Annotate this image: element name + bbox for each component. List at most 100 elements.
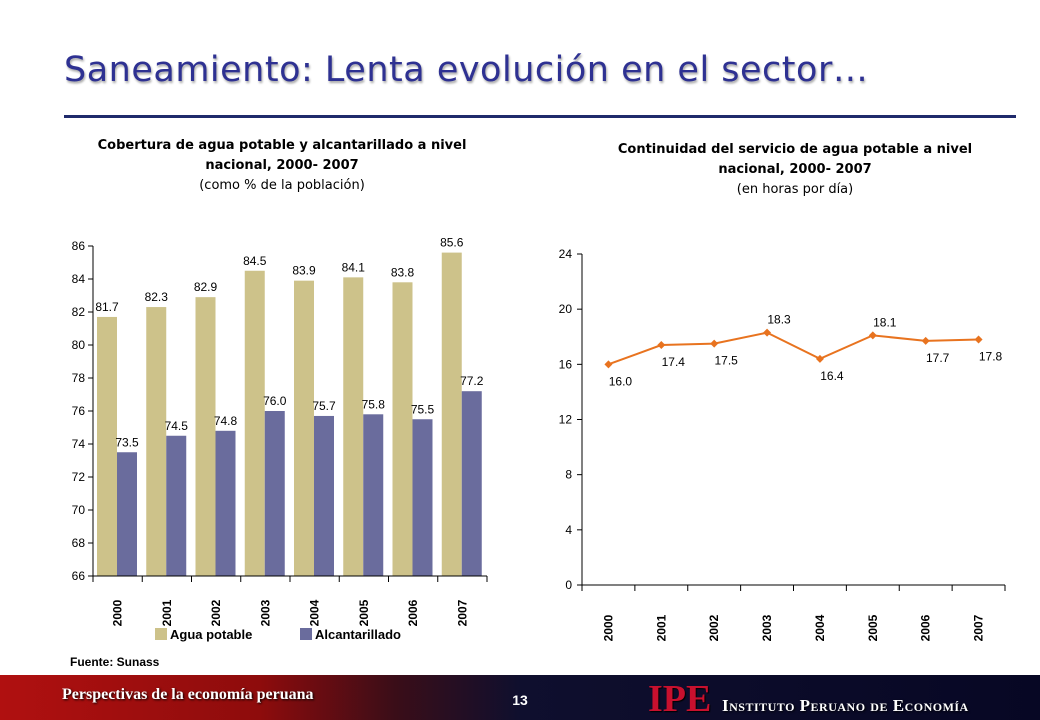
bar-data-label: 75.5 — [411, 402, 435, 416]
bar-agua — [294, 280, 314, 576]
legend-label-alcantarillado: Alcantarillado — [315, 627, 401, 642]
bar-data-label: 74.5 — [165, 419, 189, 433]
bar-data-label: 83.8 — [391, 265, 415, 279]
line-data-label: 16.0 — [609, 374, 633, 388]
line-data-label: 17.7 — [926, 351, 950, 365]
bar-agua — [343, 277, 364, 576]
bar-x-tick-label: 2002 — [209, 599, 223, 626]
bar-alcantarillado — [461, 391, 482, 576]
line-marker — [921, 336, 930, 345]
bar-y-tick-label: 74 — [72, 437, 86, 451]
line-x-tick-label: 2007 — [972, 614, 986, 641]
bar-y-tick-label: 86 — [72, 239, 86, 253]
bar-x-tick-label: 2007 — [455, 599, 469, 626]
bar-y-tick-label: 84 — [72, 272, 86, 286]
bar-alcantarillado — [363, 414, 384, 576]
line-x-tick-label: 2006 — [919, 614, 933, 641]
bar-y-tick-label: 66 — [72, 569, 86, 583]
bar-agua — [392, 282, 413, 576]
line-chart-heading: Continuidad del servicio de agua potable… — [590, 140, 1000, 200]
bar-data-label: 82.9 — [194, 280, 218, 294]
footer-publication: Perspectivas de la economía peruana — [62, 686, 314, 703]
bar-data-label: 77.2 — [460, 374, 484, 388]
line-x-tick-label: 2005 — [866, 614, 880, 641]
bar-chart-title: Cobertura de agua potable y alcantarilla… — [97, 138, 467, 173]
line-y-tick-label: 12 — [559, 413, 573, 427]
line-y-tick-label: 0 — [565, 578, 572, 592]
bar-chart-subtitle: (como % de la población) — [199, 178, 365, 193]
bar-alcantarillado — [166, 435, 187, 576]
footer-bar — [0, 675, 1040, 720]
bar-data-label: 81.7 — [95, 300, 119, 314]
bar-agua — [441, 252, 462, 576]
line-y-tick-label: 20 — [559, 302, 573, 316]
bar-y-tick-label: 80 — [72, 338, 86, 352]
bar-data-label: 76.0 — [263, 394, 287, 408]
bar-alcantarillado — [412, 419, 433, 576]
line-data-label: 17.5 — [715, 354, 739, 368]
organization-name: Instituto Peruano de Economía — [722, 696, 969, 715]
line-x-tick-label: 2002 — [707, 614, 721, 641]
bar-alcantarillado — [264, 411, 285, 576]
bar-y-tick-label: 72 — [72, 470, 86, 484]
line-y-tick-label: 16 — [559, 357, 573, 371]
bar-x-tick-label: 2003 — [258, 599, 272, 626]
bar-x-tick-label: 2000 — [111, 599, 125, 626]
line-y-tick-label: 4 — [565, 523, 572, 537]
slide-title: Saneamiento: Lenta evolución en el secto… — [64, 50, 869, 90]
bar-data-label: 85.6 — [440, 236, 464, 250]
legend-swatch-agua — [155, 628, 167, 640]
line-marker — [604, 360, 613, 369]
bar-y-tick-label: 70 — [72, 503, 86, 517]
bar-data-label: 75.8 — [362, 397, 386, 411]
bar-y-tick-label: 68 — [72, 536, 86, 550]
page-number: 13 — [512, 692, 528, 708]
bar-data-label: 84.1 — [342, 260, 366, 274]
legend-swatch-alcantarillado — [300, 628, 312, 640]
source-note: Fuente: Sunass — [70, 655, 160, 669]
bar-y-tick-label: 78 — [72, 371, 86, 385]
line-marker — [815, 354, 824, 363]
bar-data-label: 82.3 — [145, 290, 169, 304]
bar-x-tick-label: 2005 — [357, 599, 371, 626]
line-chart-title: Continuidad del servicio de agua potable… — [617, 142, 973, 177]
bar-data-label: 84.5 — [243, 254, 267, 268]
bar-data-label: 83.9 — [292, 264, 316, 278]
bar-data-label: 75.7 — [312, 399, 336, 413]
line-x-tick-label: 2004 — [813, 614, 827, 641]
line-x-tick-label: 2001 — [654, 614, 668, 641]
ipe-logo: IPE — [648, 678, 712, 720]
bar-agua — [195, 297, 216, 576]
bar-alcantarillado — [117, 452, 137, 576]
legend-label-agua: Agua potable — [170, 627, 252, 642]
bar-x-tick-label: 2004 — [308, 599, 322, 626]
bar-data-label: 73.5 — [115, 435, 139, 449]
bar-data-label: 74.8 — [214, 414, 238, 428]
line-marker — [868, 331, 877, 340]
line-x-tick-label: 2003 — [760, 614, 774, 641]
line-data-label: 17.4 — [662, 355, 686, 369]
bar-x-tick-label: 2006 — [406, 599, 420, 626]
bar-alcantarillado — [314, 415, 334, 576]
line-marker — [763, 328, 772, 337]
line-data-label: 16.4 — [820, 369, 844, 383]
line-marker — [710, 339, 719, 348]
bar-agua — [97, 316, 117, 576]
line-x-tick-label: 2000 — [601, 614, 615, 641]
line-marker — [974, 335, 983, 344]
bar-y-tick-label: 82 — [72, 305, 86, 319]
title-divider — [64, 115, 1016, 118]
bar-chart-heading: Cobertura de agua potable y alcantarilla… — [72, 136, 492, 196]
line-chart-subtitle: (en horas por día) — [736, 182, 854, 197]
line-marker — [657, 341, 666, 350]
bar-agua — [244, 270, 265, 576]
line-y-tick-label: 8 — [565, 468, 572, 482]
bar-y-tick-label: 76 — [72, 404, 86, 418]
bar-alcantarillado — [215, 430, 236, 576]
bar-x-tick-label: 2001 — [160, 599, 174, 626]
line-series — [608, 331, 979, 366]
bar-agua — [146, 307, 167, 576]
line-data-label: 18.1 — [873, 315, 897, 329]
line-data-label: 18.3 — [767, 313, 791, 327]
